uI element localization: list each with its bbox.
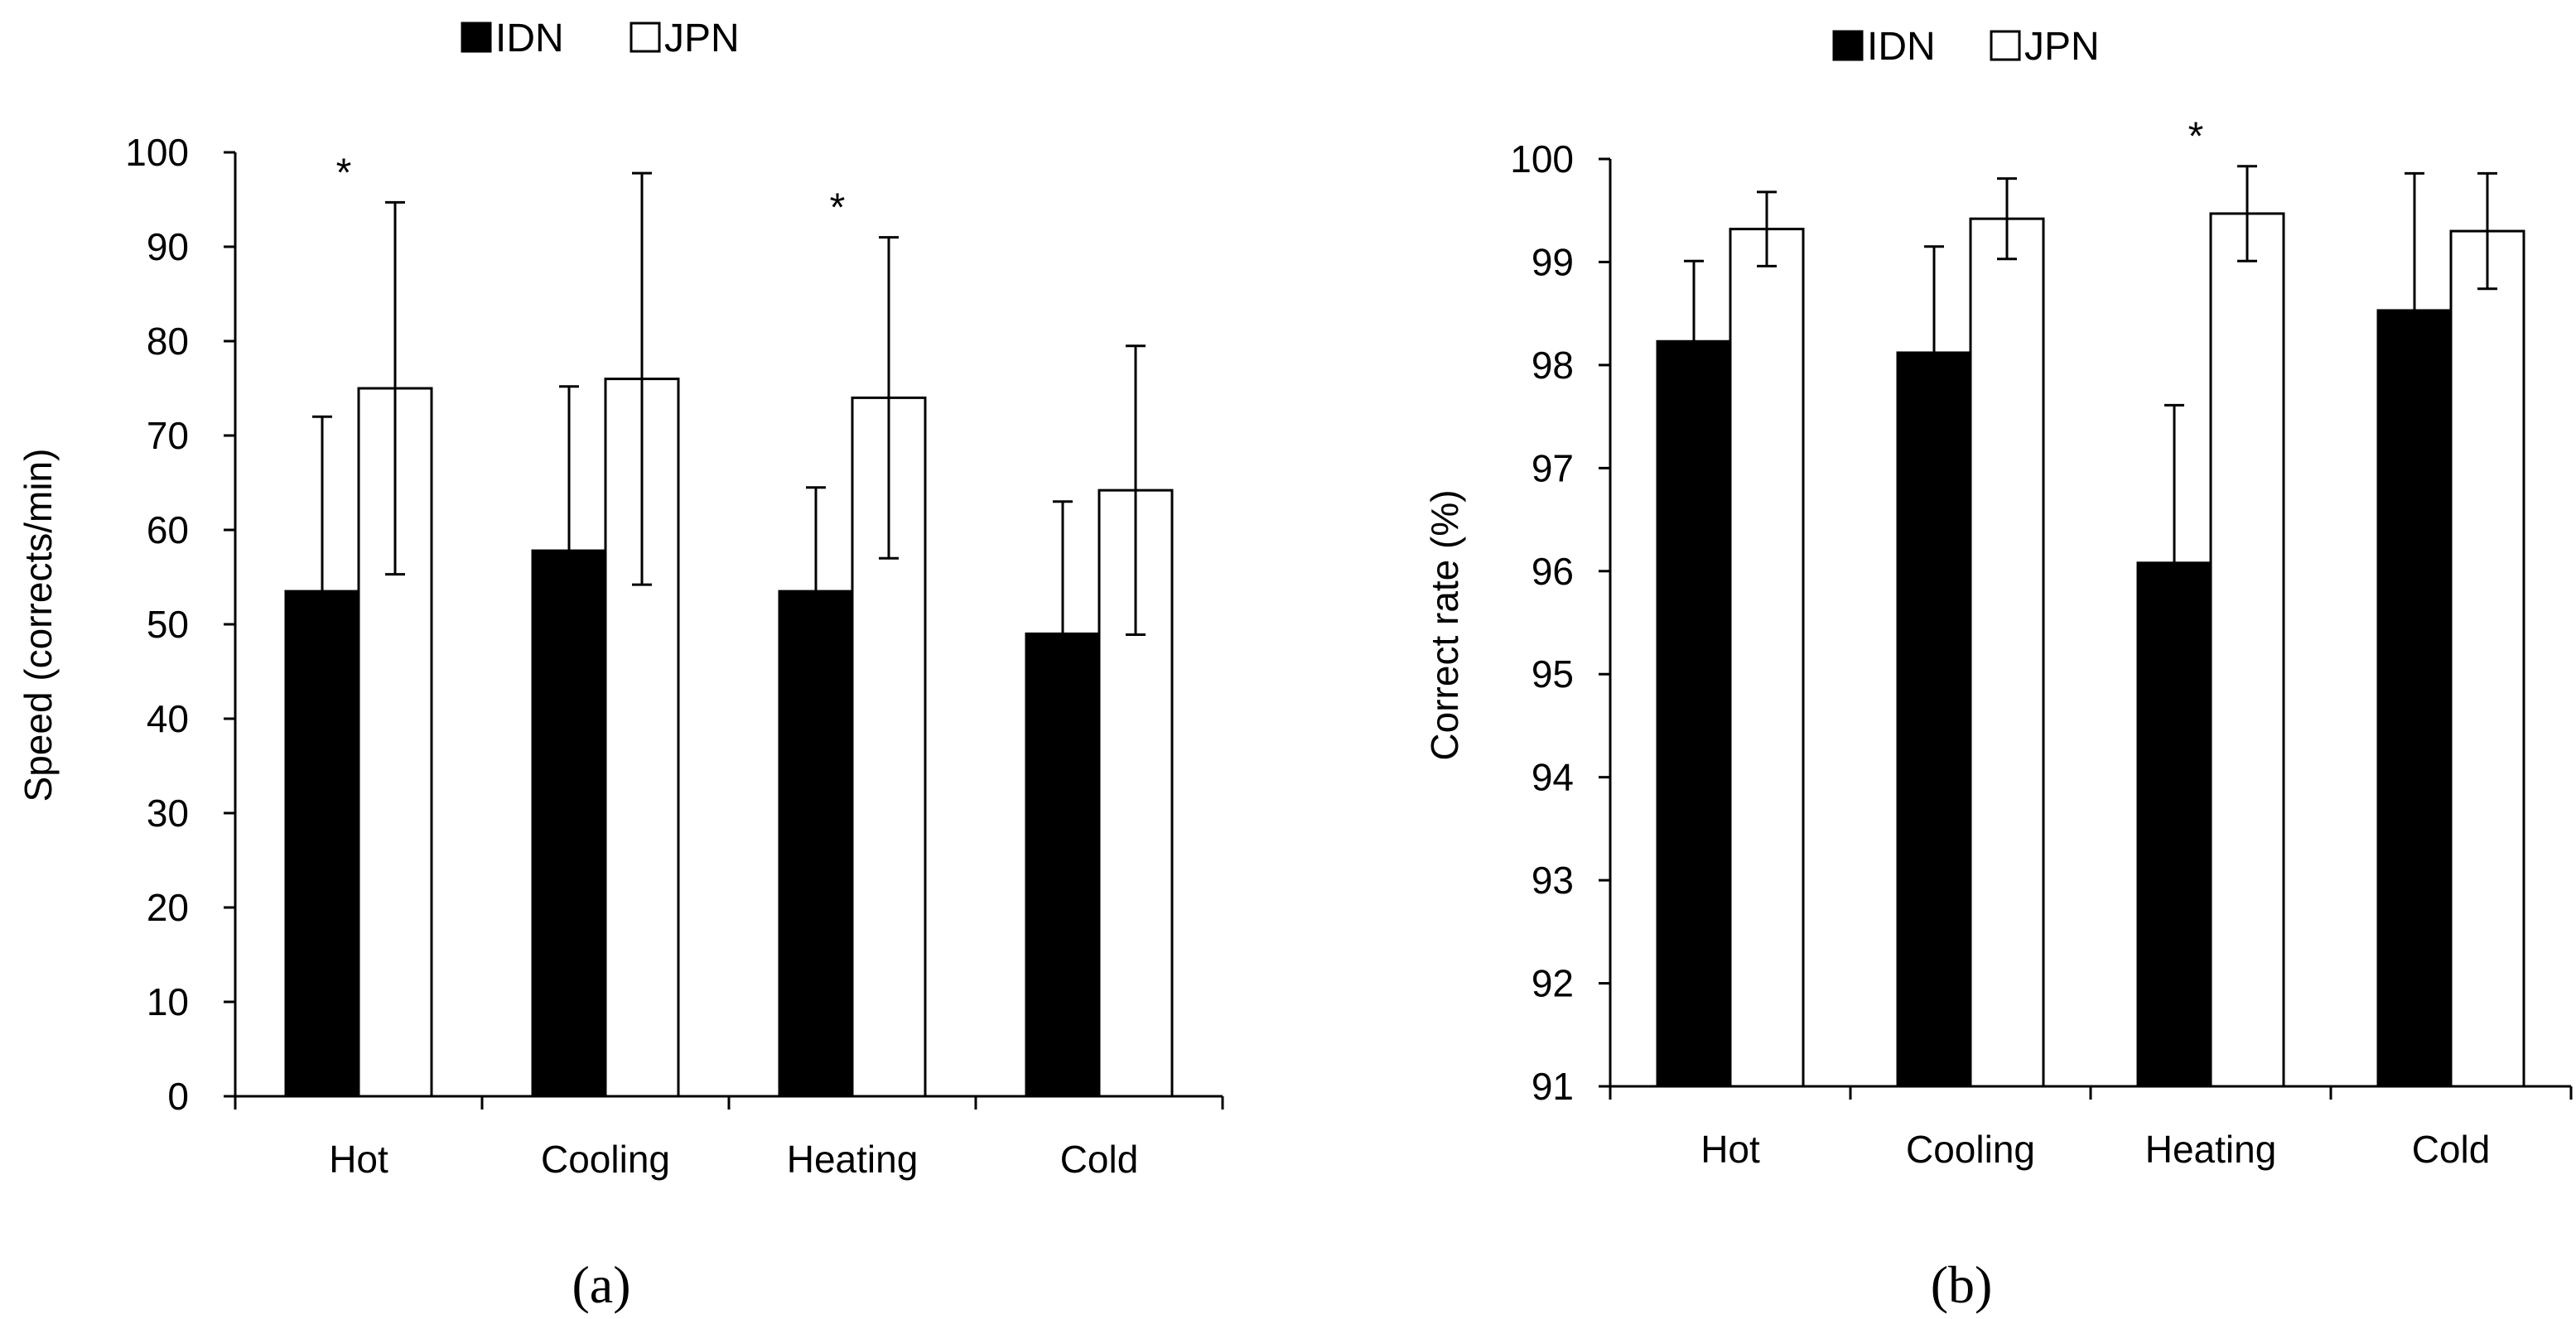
y-tick-label: 100 [125,131,189,174]
legend-swatch-idn [461,22,492,53]
panel-label-a: (a) [572,1255,630,1314]
x-tick-label: Cold [2412,1128,2491,1171]
y-tick-label: 99 [1532,240,1574,283]
y-axis-title: Speed (corrects/min) [17,449,60,802]
bar-idn-cooling [531,549,607,1098]
y-tick-label: 93 [1532,859,1574,902]
legend-label-idn: IDN [1867,25,1936,69]
x-tick-label: Cooling [541,1138,670,1181]
legend-label-jpn: JPN [664,17,740,60]
bar-idn-cold [2376,309,2453,1088]
y-tick-label: 70 [147,414,189,457]
y-tick-label: 100 [1510,137,1574,181]
legend-label-idn: IDN [495,17,564,60]
x-tick-label: Heating [2145,1128,2277,1171]
bar-jpn-hot [357,387,433,1098]
y-tick-label: 91 [1532,1065,1574,1108]
legend-swatch-jpn [630,22,661,53]
bar-idn-heating [778,590,854,1098]
y-tick-label: 98 [1532,344,1574,387]
legend: IDN JPN [1832,25,2100,69]
bar-idn-heating [2136,561,2212,1088]
bar-jpn-cold [2449,229,2525,1088]
y-tick-label: 0 [167,1075,189,1118]
bar-jpn-heating [2209,212,2285,1088]
y-tick-label: 20 [147,886,189,929]
panel-label-b: (b) [1931,1255,1993,1314]
y-tick-label: 40 [147,697,189,740]
legend-label-jpn: JPN [2024,25,2100,69]
bar-jpn-cooling [1969,217,2045,1088]
y-tick-label: 97 [1532,446,1574,489]
chart-a: IDN JPN Speed (corrects/min) (a) 0 10 20 30… [17,17,1224,1314]
bar-idn-cold [1025,632,1101,1098]
significance-marker: * [830,186,846,230]
x-tick-label: Heating [787,1138,919,1181]
bar-jpn-hot [1729,228,1805,1088]
y-tick-label: 60 [147,508,189,551]
legend-swatch-idn [1832,30,1864,61]
x-tick-label: Cold [1060,1138,1139,1181]
legend-swatch-jpn [1990,30,2021,61]
y-axis-title: Correct rate (%) [1423,489,1466,760]
y-tick-label: 50 [147,603,189,646]
y-tick-label: 80 [147,320,189,363]
legend: IDN JPN [461,17,740,60]
y-tick-label: 94 [1532,756,1574,799]
chart-b: IDN JPN Correct rate (%) (b) 91 92 93 94 95 9… [1423,25,2573,1314]
y-tick-label: 92 [1532,962,1574,1005]
significance-marker: * [2188,115,2204,159]
bar-idn-hot [284,590,360,1098]
y-tick-label: 95 [1532,652,1574,696]
bar-idn-cooling [1896,351,1972,1088]
y-tick-label: 30 [147,792,189,835]
x-tick-label: Cooling [1906,1128,2035,1171]
x-tick-label: Hot [329,1138,388,1181]
bar-idn-hot [1656,339,1732,1088]
y-tick-label: 10 [147,980,189,1023]
y-tick-label: 96 [1532,550,1574,593]
significance-marker: * [336,151,352,195]
x-tick-label: Hot [1700,1128,1760,1171]
y-tick-label: 90 [147,225,189,268]
